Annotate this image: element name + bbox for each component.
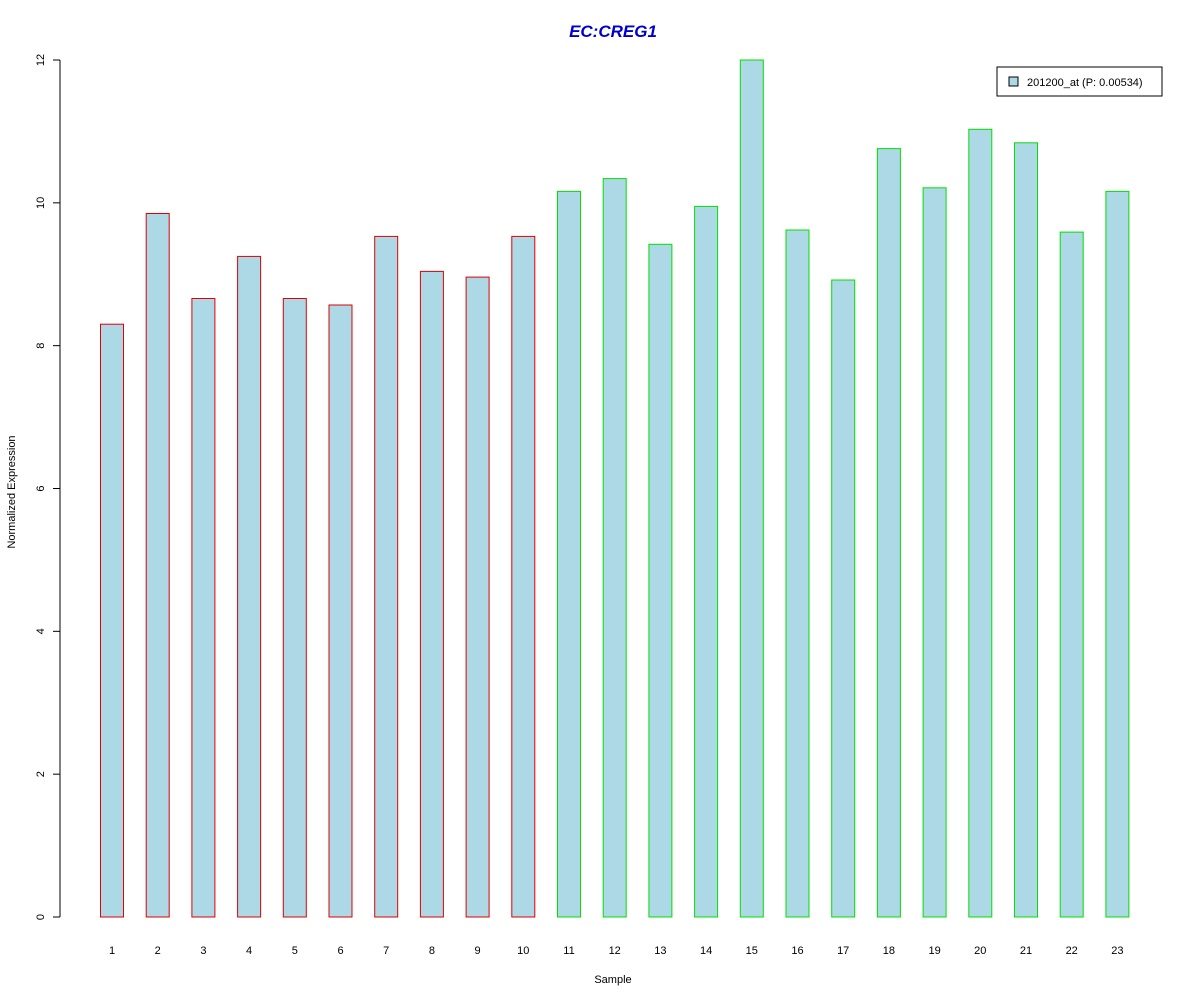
legend: 201200_at (P: 0.00534) — [996, 66, 1163, 97]
y-tick-label: 0 — [35, 914, 47, 920]
bar-sample-4 — [237, 255, 262, 918]
chart-title: EC:CREG1 — [569, 22, 657, 41]
x-tick-label: 3 — [200, 945, 206, 957]
bar-sample-19 — [922, 187, 947, 918]
bar-sample-23 — [1105, 190, 1130, 918]
bar-sample-7 — [374, 235, 399, 918]
bar-sample-6 — [328, 304, 353, 918]
x-tick-label: 22 — [1066, 945, 1078, 957]
x-tick-label: 15 — [746, 945, 758, 957]
bar-sample-22 — [1059, 231, 1084, 918]
x-tick-label: 23 — [1111, 945, 1123, 957]
bar-sample-12 — [602, 178, 627, 918]
x-tick-label: 7 — [383, 945, 389, 957]
bar-sample-15 — [739, 59, 764, 918]
x-tick-label: 2 — [155, 945, 161, 957]
bar-sample-10 — [511, 235, 536, 918]
bars-group — [100, 59, 1130, 918]
y-axis-label: Normalized Expression — [6, 435, 18, 548]
x-tick-label: 17 — [837, 945, 849, 957]
bar-sample-17 — [831, 279, 856, 918]
bar-sample-14 — [694, 205, 719, 918]
x-tick-label: 4 — [246, 945, 252, 957]
y-tick-label: 6 — [35, 485, 47, 491]
y-tick-label: 10 — [35, 197, 47, 209]
x-tick-label: 21 — [1020, 945, 1032, 957]
legend-box — [996, 66, 1163, 97]
x-tick-label: 13 — [654, 945, 666, 957]
bar-sample-21 — [1014, 142, 1038, 918]
x-tick-label: 14 — [700, 945, 712, 957]
bar-sample-8 — [419, 270, 444, 918]
x-tick-label: 6 — [337, 945, 343, 957]
y-tick-label: 4 — [35, 628, 47, 634]
x-tick-label: 9 — [475, 945, 481, 957]
bar-sample-18 — [876, 148, 901, 918]
bar-sample-16 — [785, 229, 810, 918]
x-tick-label: 11 — [563, 945, 574, 957]
x-tick-label: 1 — [109, 945, 115, 957]
bar-sample-20 — [968, 128, 993, 918]
bar-sample-9 — [465, 276, 490, 918]
y-tick-label: 12 — [35, 54, 47, 66]
bar-sample-3 — [191, 298, 216, 918]
x-tick-label: 12 — [609, 945, 621, 957]
x-tick-label: 18 — [883, 945, 895, 957]
legend-entry-label: 201200_at (P: 0.00534) — [1027, 77, 1143, 89]
x-tick-label: 5 — [292, 945, 298, 957]
bar-sample-11 — [557, 190, 581, 918]
bar-sample-2 — [145, 213, 170, 918]
x-tick-label: 20 — [974, 945, 986, 957]
x-tick-label: 19 — [928, 945, 940, 957]
y-axis: 0 2 4 6 8 10 12 — [35, 54, 61, 920]
x-tick-label: 10 — [517, 945, 529, 957]
bar-sample-1 — [100, 323, 124, 918]
legend-swatch — [1008, 76, 1019, 87]
y-tick-label: 8 — [35, 343, 47, 349]
bar-sample-5 — [282, 298, 307, 918]
x-axis-label: Sample — [594, 974, 631, 986]
x-axis-tick-labels: 1 2 3 4 5 6 7 8 9 10 11 12 13 14 15 16 17 18 19 20 21 22 23 — [109, 945, 1124, 957]
x-tick-label: 16 — [791, 945, 803, 957]
bar-sample-13 — [648, 243, 673, 918]
x-tick-label: 8 — [429, 945, 435, 957]
y-tick-label: 2 — [35, 771, 47, 777]
